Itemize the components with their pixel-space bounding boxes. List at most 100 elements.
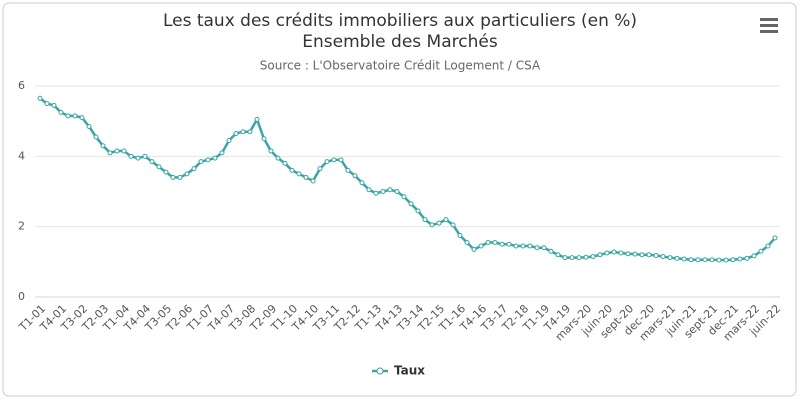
point xyxy=(471,247,477,253)
point xyxy=(583,254,589,260)
point xyxy=(254,116,260,122)
legend-marker xyxy=(376,367,384,375)
point xyxy=(688,257,694,263)
point xyxy=(751,253,757,259)
point xyxy=(100,143,106,149)
point xyxy=(674,255,680,261)
point xyxy=(534,245,540,251)
point xyxy=(709,257,715,263)
point xyxy=(352,173,358,179)
menu-bar xyxy=(760,24,778,27)
point xyxy=(443,217,449,223)
point xyxy=(142,153,148,159)
point xyxy=(436,220,442,226)
menu-bar xyxy=(760,30,778,33)
point xyxy=(513,243,519,249)
point xyxy=(492,239,498,245)
point xyxy=(464,239,470,245)
point xyxy=(79,115,85,121)
point xyxy=(562,255,568,261)
point xyxy=(758,248,764,254)
point xyxy=(415,208,421,214)
point xyxy=(569,255,575,261)
point xyxy=(772,235,778,241)
point xyxy=(429,222,435,228)
point xyxy=(303,174,309,180)
point xyxy=(597,252,603,258)
point xyxy=(359,180,365,186)
point xyxy=(338,157,344,163)
point xyxy=(499,241,505,247)
point xyxy=(65,113,71,119)
point xyxy=(170,174,176,180)
point xyxy=(695,257,701,263)
point xyxy=(366,187,372,193)
point xyxy=(72,113,78,119)
point xyxy=(275,155,281,161)
point xyxy=(114,148,120,154)
point xyxy=(177,174,183,180)
legend-label: Taux xyxy=(394,364,425,378)
point xyxy=(373,190,379,196)
point xyxy=(730,257,736,263)
point xyxy=(121,148,127,154)
y-tick-label: 4 xyxy=(18,149,25,162)
point xyxy=(506,241,512,247)
point xyxy=(408,201,414,207)
point xyxy=(324,159,330,165)
point xyxy=(422,217,428,223)
point xyxy=(289,167,295,173)
point xyxy=(702,257,708,263)
point xyxy=(128,153,134,159)
point xyxy=(282,160,288,166)
point xyxy=(611,249,617,255)
point xyxy=(219,150,225,156)
point xyxy=(765,243,771,249)
point xyxy=(149,159,155,165)
point xyxy=(58,109,64,115)
point xyxy=(450,222,456,228)
point xyxy=(387,187,393,193)
point xyxy=(737,256,743,262)
point xyxy=(198,159,204,165)
chart-title: Ensemble des Marchés xyxy=(302,32,498,52)
point xyxy=(247,129,253,135)
point xyxy=(226,138,232,144)
point xyxy=(380,189,386,194)
point xyxy=(401,194,407,200)
point xyxy=(555,252,561,258)
point xyxy=(744,255,750,261)
point xyxy=(51,102,57,108)
point xyxy=(191,166,197,172)
point xyxy=(457,232,463,238)
point xyxy=(576,255,582,261)
point xyxy=(261,136,267,142)
point xyxy=(37,95,43,101)
point xyxy=(268,148,274,154)
point xyxy=(44,101,50,107)
point xyxy=(156,164,162,170)
point xyxy=(716,257,722,263)
point xyxy=(723,257,729,263)
point xyxy=(233,130,239,136)
point xyxy=(163,169,169,175)
point xyxy=(639,252,645,258)
line xyxy=(39,97,776,262)
point xyxy=(107,150,113,156)
point xyxy=(212,155,218,161)
point xyxy=(541,245,547,251)
point xyxy=(86,123,92,129)
point xyxy=(681,256,687,262)
point xyxy=(485,239,491,245)
point xyxy=(653,253,659,259)
point xyxy=(590,254,596,260)
point xyxy=(632,251,638,257)
point xyxy=(527,243,533,249)
point xyxy=(331,157,337,163)
point xyxy=(184,171,190,177)
point xyxy=(660,254,666,260)
point xyxy=(394,189,400,194)
menu-button[interactable] xyxy=(760,18,778,33)
point xyxy=(317,166,323,172)
chart-subtitle: Source : L'Observatoire Crédit Logement … xyxy=(260,59,541,73)
